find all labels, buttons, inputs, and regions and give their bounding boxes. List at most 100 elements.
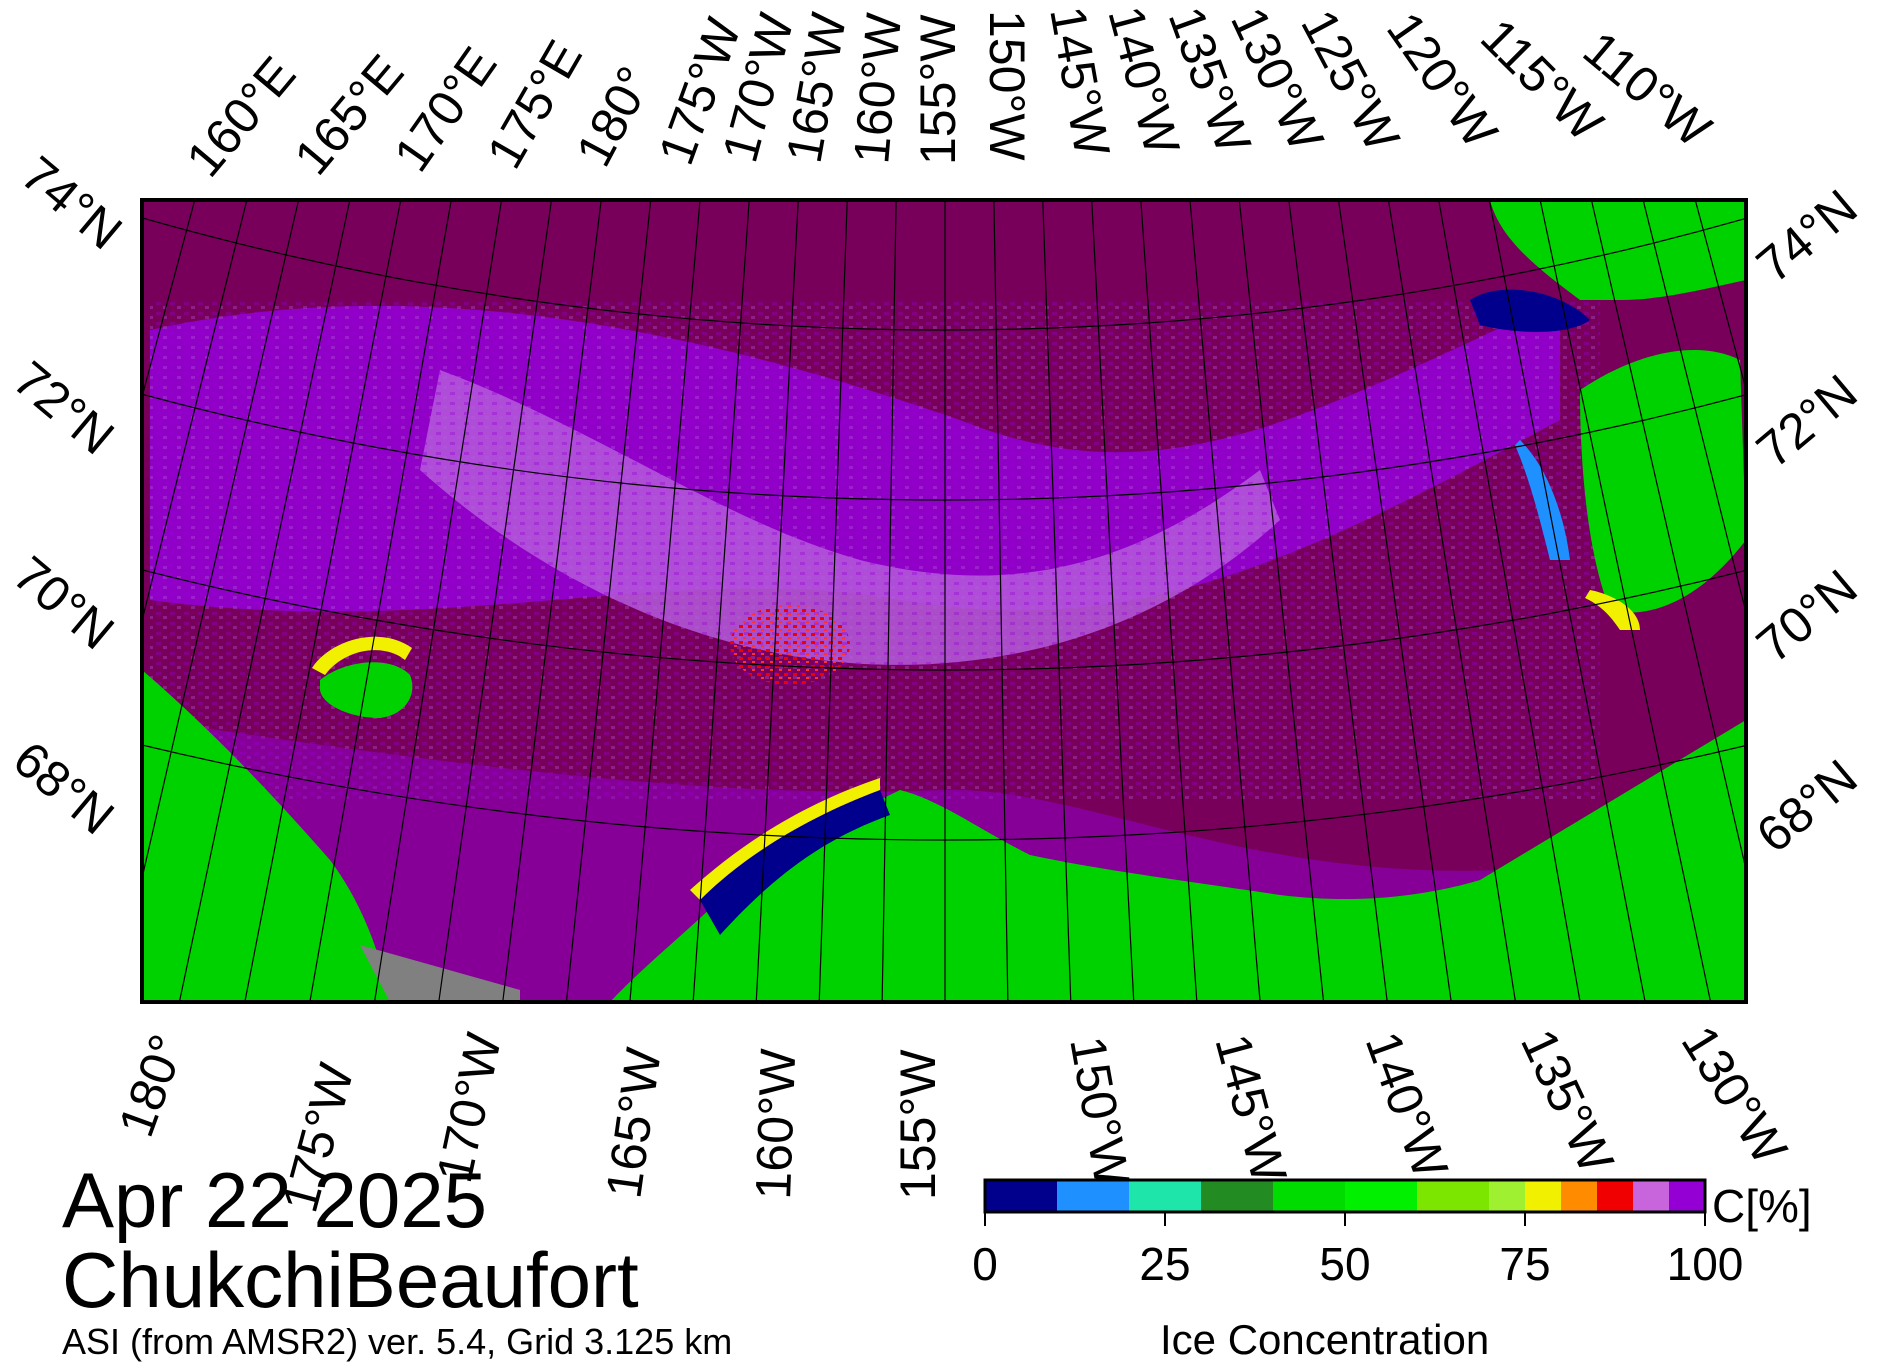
colorbar-bin (1129, 1180, 1201, 1212)
meridian-line (373, 200, 503, 1002)
meridian-line (993, 200, 1009, 1002)
right-lat-label: 68°N (1746, 749, 1868, 864)
polynya-banks (1515, 440, 1570, 560)
colorbar-bin (1057, 1180, 1129, 1212)
meridian-line (142, 200, 300, 881)
meridian-line (1590, 200, 1746, 873)
land-alaska (610, 720, 1746, 1002)
colorbar-tick-label: 0 (972, 1238, 998, 1290)
meridian-line (1642, 200, 1746, 616)
meridian-line (755, 200, 799, 1002)
land-banks-island (1580, 350, 1746, 613)
colorbar-unit: C[%] (1712, 1180, 1812, 1232)
colorbar-bin (1561, 1180, 1597, 1212)
top-lon-label: 110°W (1573, 21, 1722, 159)
meridian-line (178, 200, 351, 1002)
top-lon-label: 160°W (843, 10, 912, 166)
meridian-line (692, 200, 750, 1002)
colorbar-bin (985, 1180, 1057, 1212)
colorbar-bin (1489, 1180, 1525, 1212)
meridian-line (1091, 200, 1135, 1002)
region-label: ChukchiBeaufort (62, 1236, 639, 1324)
meridian-line (1387, 200, 1517, 1002)
meridian-line (1337, 200, 1452, 1002)
polynya-amundsen (1470, 289, 1590, 332)
left-lat-label: 70°N (3, 546, 125, 661)
meridian-line (244, 200, 402, 1002)
top-lon-label: 150°W (979, 10, 1035, 161)
meridian-line (1140, 200, 1198, 1002)
bottom-lon-label: 160°W (745, 1047, 806, 1200)
colorbar-bin (1525, 1180, 1561, 1212)
meridian-line (1042, 200, 1072, 1002)
land-victoria-island (1490, 200, 1746, 300)
colorbar-tick-label: 25 (1139, 1238, 1190, 1290)
colorbar-bin (1417, 1180, 1489, 1212)
land-wrangel-island (320, 662, 413, 718)
map-frame (140, 198, 1748, 1004)
colorbar-bin (1597, 1180, 1633, 1212)
polynya-alaska (700, 790, 890, 935)
colorbar-tick-label: 100 (1667, 1238, 1744, 1290)
meridian-line (818, 200, 848, 1002)
polynya-alaska-edge (690, 778, 880, 900)
top-lon-label: 165°E (284, 44, 415, 185)
meridian-line (0, 0, 8, 923)
meridian-line (1238, 200, 1325, 1002)
bottom-lon-label: 165°W (595, 1044, 672, 1202)
top-lon-label: 160°E (176, 46, 307, 187)
meridian-line (1882, 0, 1890, 923)
polynya-wrangel (312, 636, 412, 675)
meridian-line (309, 200, 452, 1002)
colorbar-bin (1633, 1180, 1669, 1212)
colorbar-bin (1273, 1180, 1345, 1212)
right-lat-label: 70°N (1746, 559, 1868, 674)
polynya-mackenzie (1585, 590, 1640, 630)
bottom-lon-label: 155°W (890, 1049, 946, 1200)
meridian-line (1288, 200, 1388, 1002)
colorbar-tick-label: 75 (1499, 1238, 1550, 1290)
top-lon-label: 175°E (476, 31, 593, 177)
top-lon-label: 170°E (383, 37, 507, 181)
right-lat-label: 74°N (1746, 179, 1868, 294)
graticule (0, 0, 1890, 1002)
bottom-lon-label: 135°W (1510, 1021, 1625, 1182)
colorbar-title: Ice Concentration (1160, 1316, 1490, 1363)
bottom-lon-label: 140°W (1355, 1025, 1459, 1186)
top-longitude-labels: 160°E 165°E 170°E 175°E 180° 175°W 170°W… (176, 0, 1723, 187)
meridian-line (1438, 200, 1581, 1002)
colorbar-bin (1669, 1180, 1705, 1212)
meridian-line (1488, 200, 1646, 1002)
meridian-line (1539, 200, 1712, 1002)
meridian-line (142, 200, 248, 624)
bottom-lon-label: 145°W (1204, 1028, 1297, 1189)
colorbar (983, 1178, 1707, 1214)
right-lat-label: 72°N (1746, 364, 1868, 479)
left-lat-label: 74°N (11, 146, 133, 261)
colorbar-ticks: 0 25 50 75 100 (972, 1212, 1743, 1290)
date-label: Apr 22 2025 (62, 1156, 488, 1244)
meridian-line (629, 200, 701, 1002)
meridian-line (1189, 200, 1261, 1002)
left-latitude-labels: 74°N 72°N 70°N 68°N (3, 146, 133, 846)
top-lon-label: 155°W (910, 14, 966, 165)
colorbar-tick-label: 50 (1319, 1238, 1370, 1290)
missing-data-area (360, 945, 520, 1002)
meridian-line (502, 200, 602, 1002)
bottom-lon-label: 180° (108, 1027, 196, 1143)
bottom-lon-label: 150°W (1059, 1032, 1140, 1191)
meridian-line (881, 200, 897, 1002)
colorbar-bin (1345, 1180, 1417, 1212)
ice-grain-texture (150, 300, 1600, 800)
bottom-lon-label: 130°W (1671, 1016, 1799, 1174)
meridian-line (438, 200, 553, 1002)
meridian-line (565, 200, 652, 1002)
meridian-line (0, 0, 131, 993)
land-siberia (142, 670, 390, 1002)
left-lat-label: 72°N (3, 351, 125, 466)
left-lat-label: 68°N (3, 731, 125, 846)
right-latitude-labels: 74°N 72°N 70°N 68°N (1746, 179, 1868, 864)
colorbar-bin (1201, 1180, 1273, 1212)
product-label: ASI (from AMSR2) ver. 5.4, Grid 3.125 km (62, 1321, 733, 1362)
